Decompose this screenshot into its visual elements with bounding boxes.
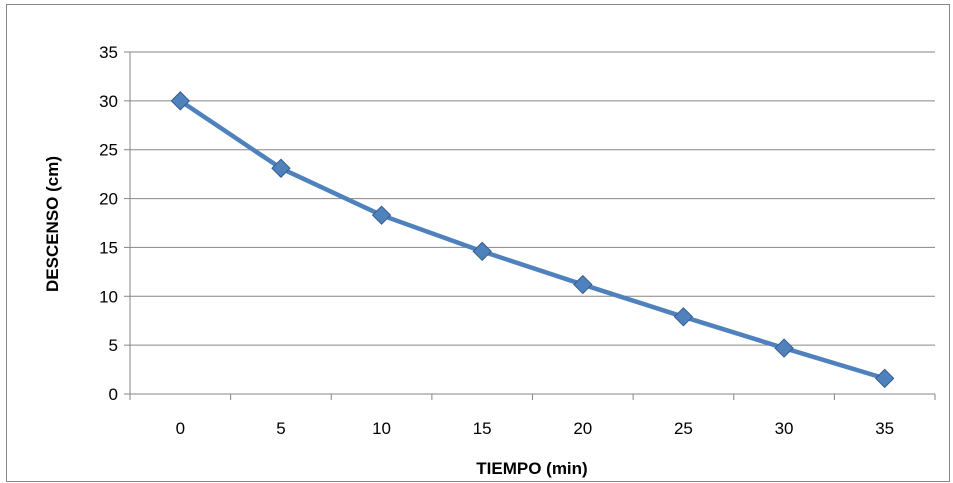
x-tick-label: 20 [573,419,592,438]
series-line [178,98,887,381]
y-tick-label: 5 [109,336,118,355]
data-point-marker [573,274,593,295]
y-tick-label: 0 [109,385,118,404]
series-line-layer [178,98,887,381]
x-tick-label: 0 [176,419,185,438]
axes [129,52,936,400]
data-point-marker [371,205,392,225]
x-axis-title: TIEMPO (min) [476,459,587,478]
data-point-marker [874,368,895,389]
x-tick-label: 5 [276,419,285,438]
y-tick-label: 20 [99,190,118,209]
y-tick-label: 25 [99,141,118,160]
data-point-marker [673,307,694,327]
data-point-marker [472,241,492,262]
y-tick-label: 10 [99,287,118,306]
x-tick-label: 30 [775,419,794,438]
x-tick-label: 10 [372,419,391,438]
data-point-marker [271,158,291,178]
data-point-marker [170,91,191,111]
y-axis-title: DESCENSO (cm) [43,156,62,292]
x-tick-label: 35 [875,419,894,438]
markers [170,91,895,389]
y-tick-label: 15 [99,238,118,257]
chart-frame [6,4,950,482]
y-tick-labels: 0 5 10 15 20 25 30 35 [99,43,118,404]
x-tick-labels: 0 5 10 15 20 25 30 35 [176,419,895,438]
y-tick-label: 35 [99,43,118,62]
x-tick-label: 25 [674,419,693,438]
data-point-marker [774,338,794,358]
y-tick-label: 30 [99,92,118,111]
x-tick-label: 15 [473,419,492,438]
grid-lines [124,51,935,395]
